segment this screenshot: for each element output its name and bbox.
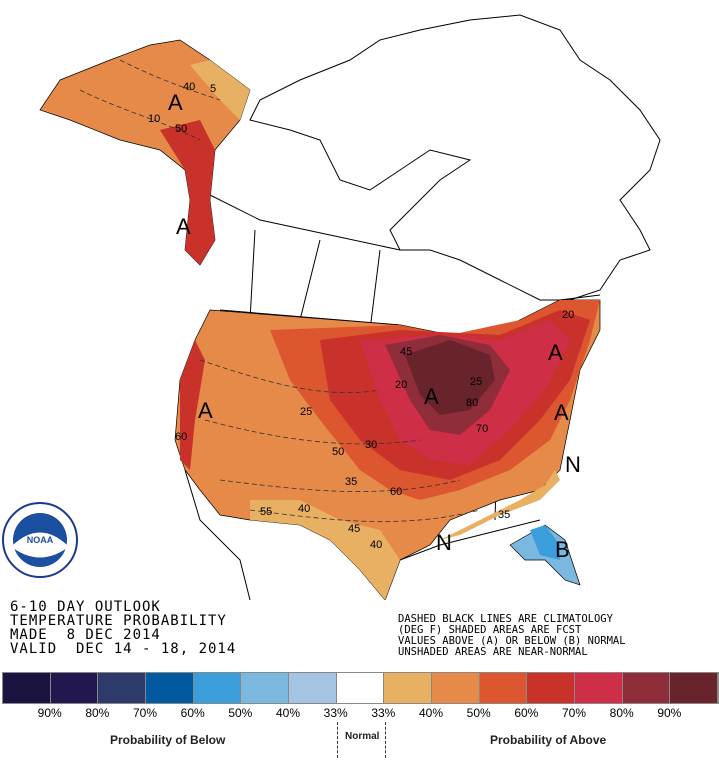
- svg-text:50: 50: [332, 446, 344, 458]
- svg-text:45: 45: [348, 523, 360, 535]
- gulf-normal-label: N: [436, 530, 452, 555]
- midatlantic-above-label: A: [554, 400, 569, 425]
- legend-tick-label: 50%: [228, 706, 253, 720]
- legend-tick-label: 70%: [132, 706, 158, 720]
- title-line: TEMPERATURE PROBABILITY: [10, 613, 227, 629]
- legend-swatch: [432, 673, 480, 703]
- legend-swatch: [479, 673, 528, 703]
- normal-divider: [385, 722, 386, 758]
- svg-text:50: 50: [175, 123, 187, 135]
- svg-text:10: 10: [148, 113, 160, 125]
- legend-tick-label: 60%: [180, 706, 205, 720]
- legend-tick-label: 80%: [85, 706, 110, 720]
- svg-text:45: 45: [400, 346, 412, 358]
- legend-swatch: [289, 673, 337, 703]
- legend-tick-label: 33%: [371, 706, 396, 720]
- probability-legend: [2, 672, 719, 704]
- contour-labels: 40 5 10 50 25 30 35 40 45 50 60 70 80 60…: [148, 81, 574, 551]
- legend-swatch: [3, 673, 51, 703]
- note-line: UNSHADED AREAS ARE NEAR-NORMAL: [398, 646, 588, 658]
- midwest-above-label: A: [424, 384, 439, 409]
- legend-swatch: [146, 673, 194, 703]
- legend-swatch: [575, 673, 623, 703]
- svg-text:70: 70: [476, 423, 488, 435]
- legend-swatch: [98, 673, 147, 703]
- alaska-above-label: A: [168, 90, 183, 115]
- svg-text:55: 55: [260, 506, 272, 518]
- legend-swatch: [193, 673, 242, 703]
- svg-text:80: 80: [466, 397, 478, 409]
- northeast-above-label: A: [548, 340, 563, 365]
- svg-text:25: 25: [470, 376, 482, 388]
- legend-swatch: [670, 673, 719, 703]
- normal-caption: Normal: [345, 731, 380, 742]
- panhandle-above-label: A: [176, 214, 191, 239]
- svg-text:60: 60: [390, 486, 402, 498]
- legend-tick-label: 40%: [275, 706, 301, 720]
- svg-text:20: 20: [562, 309, 574, 321]
- svg-text:5: 5: [210, 83, 216, 95]
- outlook-map: A A A A A A B N N 40 5 10 50 25 30 35 40…: [2, 14, 661, 600]
- outlook-title: 6-10 DAY OUTLOOK TEMPERATURE PROBABILITY M…: [10, 600, 236, 656]
- florida-below-label: B: [555, 537, 570, 562]
- svg-text:NOAA: NOAA: [27, 535, 54, 545]
- below-caption: Probability of Below: [110, 733, 226, 747]
- legend-swatch: [527, 673, 576, 703]
- svg-text:40: 40: [183, 81, 195, 93]
- legend-swatch: [384, 673, 433, 703]
- legend-tick-label: 90%: [657, 706, 682, 720]
- climatology-contours: [79, 59, 481, 522]
- legend-tick-label: 33%: [323, 706, 348, 720]
- legend-swatch: [241, 673, 290, 703]
- above-caption: Probability of Above: [490, 733, 607, 747]
- carolinas-normal-label: N: [565, 452, 581, 477]
- svg-text:30: 30: [365, 439, 377, 451]
- svg-text:35: 35: [345, 476, 357, 488]
- legend-tick-label: 70%: [561, 706, 587, 720]
- note-line: VALUES ABOVE (A) OR BELOW (B) NORMAL: [398, 635, 626, 647]
- normal-divider: [337, 722, 338, 758]
- west-above-label: A: [198, 398, 213, 423]
- legend-tick-label: 80%: [609, 706, 634, 720]
- legend-tick-label: 60%: [514, 706, 539, 720]
- svg-text:60: 60: [175, 431, 187, 443]
- title-line: 6-10 DAY OUTLOOK: [10, 599, 161, 615]
- svg-text:20: 20: [395, 379, 407, 391]
- legend-swatch: [50, 673, 99, 703]
- noaa-logo: NOAA: [2, 502, 78, 578]
- legend-tick-label: 90%: [37, 706, 62, 720]
- legend-tick-label: 40%: [418, 706, 444, 720]
- valid-dates: VALID DEC 14 - 18, 2014: [10, 641, 237, 657]
- legend-swatch: [622, 673, 671, 703]
- note-line: DASHED BLACK LINES ARE CLIMATOLOGY: [398, 613, 613, 625]
- svg-text:40: 40: [298, 503, 310, 515]
- svg-text:25: 25: [300, 406, 312, 418]
- note-line: (DEG F) SHADED AREAS ARE FCST: [398, 624, 582, 636]
- legend-swatch: [336, 673, 385, 703]
- legend-ticks: 90% 80% 70% 60% 50% 40% 33% 33% 40% 50% 60% 70% 80% 9…: [0, 706, 719, 722]
- map-notes: DASHED BLACK LINES ARE CLIMATOLOGY (DEG F…: [398, 614, 626, 658]
- svg-text:40: 40: [370, 539, 382, 551]
- made-date: MADE 8 DEC 2014: [10, 627, 161, 643]
- legend-tick-label: 50%: [466, 706, 491, 720]
- svg-text:35: 35: [498, 509, 510, 521]
